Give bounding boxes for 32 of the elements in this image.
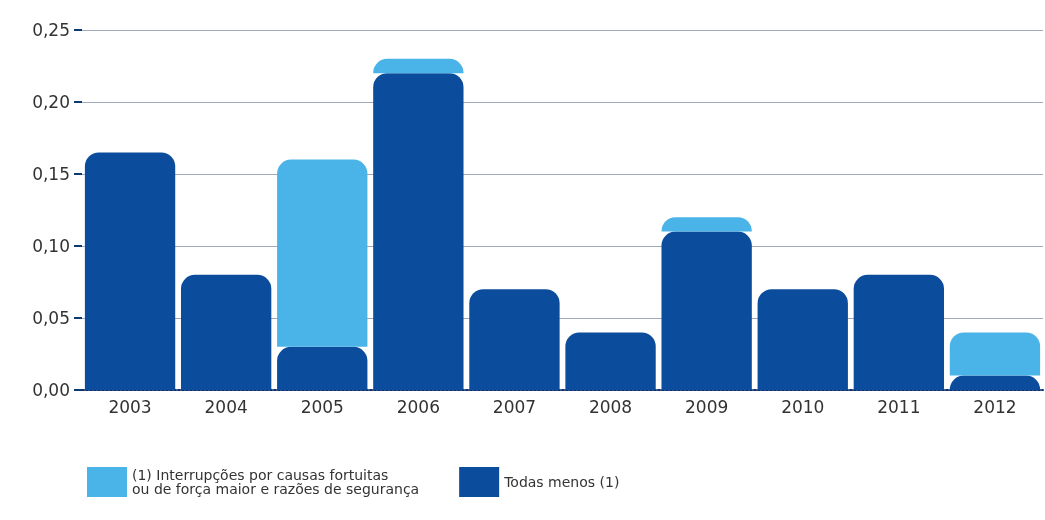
bar — [565, 332, 656, 390]
bar — [373, 73, 464, 390]
bar — [277, 346, 368, 390]
bar — [469, 289, 560, 390]
bar — [757, 289, 848, 390]
bar — [661, 231, 752, 390]
legend-label: (1) Interrupções por causas fortuitas ou de força maior e razões de segurança — [132, 467, 420, 497]
bar — [180, 274, 272, 390]
x-tick-label: 2006 — [396, 396, 440, 417]
y-tick-label: 0,15 — [32, 164, 70, 184]
y-tick-label: 0,20 — [32, 92, 70, 112]
x-tick-label: 2003 — [108, 396, 152, 417]
y-tick-label: 0,00 — [32, 380, 70, 400]
legend-label: Todas menos (1) — [503, 474, 620, 490]
x-tick-label: 2008 — [588, 396, 633, 417]
x-tick-label: 2004 — [204, 396, 248, 417]
bar — [277, 159, 368, 347]
y-tick-label: 0,05 — [32, 308, 70, 328]
x-tick-label: 2011 — [877, 396, 921, 417]
y-tick-label: 0,10 — [32, 236, 70, 256]
x-tick-label: 2005 — [300, 396, 344, 417]
bar — [373, 58, 464, 74]
bar — [853, 274, 945, 390]
bar — [661, 217, 752, 232]
y-tick-label: 0,25 — [32, 20, 70, 40]
x-tick-label: 2010 — [781, 396, 825, 417]
x-tick-label: 2012 — [973, 396, 1017, 417]
bar — [84, 152, 176, 390]
x-tick-label: 2007 — [492, 396, 537, 417]
bar — [949, 375, 1041, 390]
x-tick-label: 2009 — [685, 396, 729, 417]
bar — [949, 332, 1041, 376]
